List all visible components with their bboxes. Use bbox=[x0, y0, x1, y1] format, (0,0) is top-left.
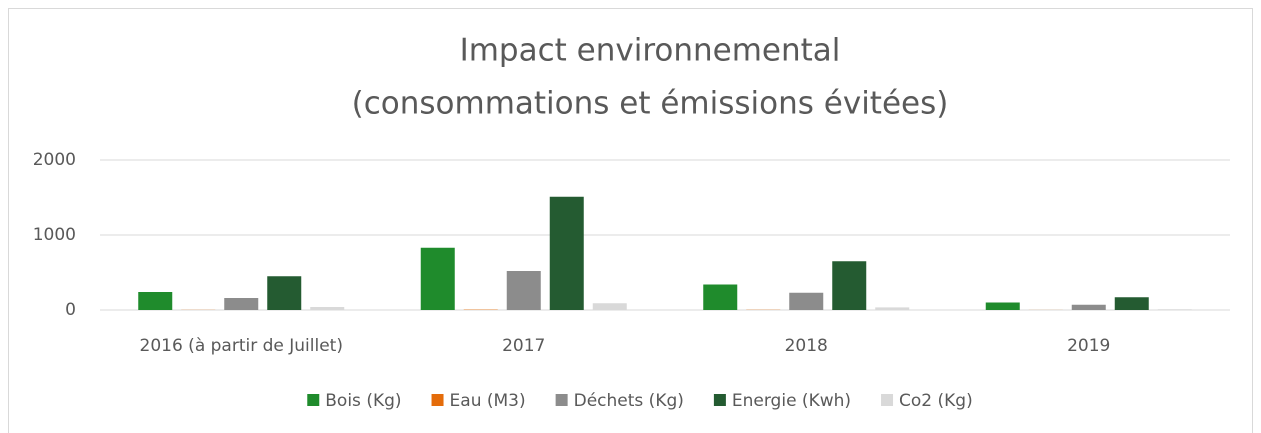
legend-swatch bbox=[713, 394, 726, 406]
y-tick-label: 0 bbox=[65, 300, 76, 320]
bar bbox=[420, 247, 455, 310]
bar bbox=[875, 307, 910, 310]
bar bbox=[703, 284, 738, 310]
bar bbox=[506, 271, 541, 310]
bar bbox=[592, 303, 627, 310]
chart-title: (consommations et émissions évitées) bbox=[352, 86, 949, 122]
x-tick-label: 2018 bbox=[785, 336, 828, 356]
legend-swatch bbox=[555, 394, 568, 406]
chart-title: Impact environnemental bbox=[460, 33, 841, 69]
bar bbox=[310, 307, 345, 310]
x-tick-label: 2017 bbox=[502, 336, 545, 356]
bar bbox=[267, 276, 302, 310]
legend-swatch bbox=[881, 394, 894, 406]
x-tick-label: 2016 (à partir de Juillet) bbox=[140, 336, 343, 356]
bar bbox=[224, 298, 259, 310]
legend-label: Bois (Kg) bbox=[325, 391, 401, 411]
chart-border bbox=[8, 8, 1253, 433]
bar bbox=[138, 292, 173, 310]
legend-label: Co2 (Kg) bbox=[899, 391, 973, 411]
legend-label: Déchets (Kg) bbox=[574, 391, 684, 411]
legend-swatch bbox=[307, 394, 320, 406]
y-tick-label: 1000 bbox=[33, 225, 76, 245]
legend-swatch bbox=[431, 394, 444, 406]
y-tick-label: 2000 bbox=[33, 150, 76, 170]
bar bbox=[985, 302, 1020, 310]
bar bbox=[1157, 309, 1192, 310]
legend-label: Energie (Kwh) bbox=[732, 391, 851, 411]
bar bbox=[549, 196, 584, 310]
bar bbox=[832, 261, 867, 310]
bar bbox=[1114, 297, 1149, 310]
x-tick-label: 2019 bbox=[1067, 336, 1110, 356]
bar bbox=[1071, 304, 1106, 310]
bar bbox=[789, 292, 824, 310]
legend-label: Eau (M3) bbox=[450, 391, 526, 411]
